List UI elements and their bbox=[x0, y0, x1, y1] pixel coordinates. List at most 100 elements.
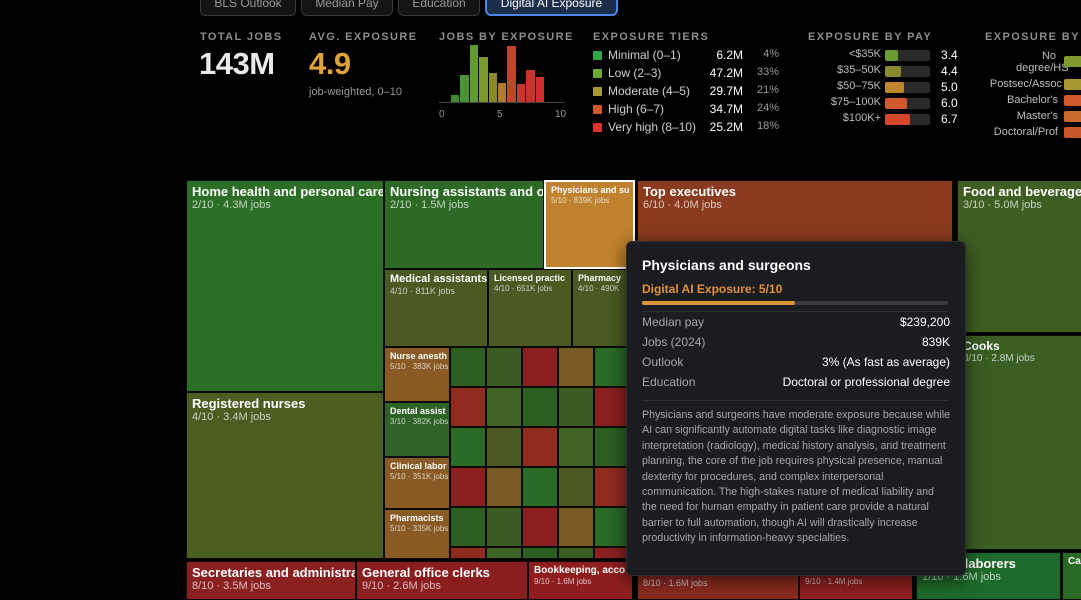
jobs-by-exposure-histogram bbox=[439, 45, 565, 103]
histogram-bar bbox=[498, 83, 507, 102]
treemap-cell[interactable]: Licensed practic 4/10 · 651K jobs bbox=[488, 269, 572, 347]
treemap-cell[interactable]: Registered nurses 4/10 · 3.4M jobs bbox=[186, 392, 384, 559]
treemap-cell[interactable]: Bookkeeping, acco 9/10 · 1.6M jobs bbox=[528, 561, 633, 600]
histogram-bar bbox=[507, 46, 516, 102]
avg-exposure-note: job-weighted, 0–10 bbox=[309, 86, 402, 98]
pay-label: <$35K bbox=[848, 48, 881, 60]
treemap-cell[interactable] bbox=[522, 427, 558, 467]
tab-median-pay[interactable]: Median Pay bbox=[301, 0, 393, 16]
tab-education[interactable]: Education bbox=[398, 0, 480, 16]
cell-title: Medical assistants bbox=[390, 273, 488, 285]
treemap-cell[interactable] bbox=[450, 387, 486, 427]
treemap-cell[interactable] bbox=[594, 507, 630, 547]
cell-subtitle: 4/10 · 651K jobs bbox=[494, 284, 553, 293]
tooltip-key: Median pay bbox=[642, 315, 705, 329]
histogram-bar bbox=[516, 84, 526, 102]
treemap-cell[interactable] bbox=[558, 507, 594, 547]
cell-subtitle: 3/10 · 5.0M jobs bbox=[963, 199, 1042, 211]
pay-row: $50–75K 5.0 bbox=[808, 80, 968, 96]
cell-subtitle: 9/10 · 2.6M jobs bbox=[362, 580, 441, 592]
treemap-cell[interactable] bbox=[450, 507, 486, 547]
treemap-cell[interactable] bbox=[450, 547, 486, 559]
treemap-cell[interactable]: Home health and personal care 2/10 · 4.3M… bbox=[186, 180, 384, 392]
tier-pct: 18% bbox=[756, 120, 779, 132]
treemap-cell[interactable] bbox=[522, 547, 558, 559]
pay-label: $75–100K bbox=[830, 96, 881, 108]
treemap-cell[interactable] bbox=[594, 387, 630, 427]
cell-title: Bookkeeping, acco bbox=[534, 565, 626, 576]
treemap-cell[interactable]: Nurse anesth 5/10 · 383K jobs bbox=[384, 347, 450, 402]
treemap-cell[interactable] bbox=[450, 347, 486, 387]
treemap-cell[interactable]: Pharmacists 5/10 · 335K jobs bbox=[384, 509, 450, 559]
treemap-cell[interactable]: Car bbox=[1062, 552, 1081, 600]
treemap-cell[interactable] bbox=[558, 347, 594, 387]
cell-subtitle: 4/10 · 811K jobs bbox=[390, 286, 455, 296]
cell-subtitle: 9/10 · 1.6M jobs bbox=[534, 577, 592, 586]
tier-pct: 4% bbox=[763, 48, 779, 60]
treemap-cell[interactable] bbox=[522, 507, 558, 547]
pay-label: $35–50K bbox=[836, 64, 881, 76]
treemap-cell[interactable]: Medical assistants 4/10 · 811K jobs bbox=[384, 269, 488, 347]
treemap-cell[interactable]: Cooks 3/10 · 2.8M jobs bbox=[957, 335, 1081, 550]
cell-title: Home health and personal care bbox=[192, 184, 384, 199]
tier-swatch bbox=[593, 123, 602, 132]
treemap-cell[interactable] bbox=[594, 467, 630, 507]
cell-subtitle: 3/10 · 2.8M jobs bbox=[963, 353, 1035, 364]
treemap-cell[interactable]: Secretaries and administra 8/10 · 3.5M jo… bbox=[186, 561, 356, 600]
treemap-cell[interactable] bbox=[522, 467, 558, 507]
pay-bar-track bbox=[885, 66, 930, 77]
pay-bar-fill bbox=[885, 98, 907, 109]
edu-bar bbox=[1064, 79, 1081, 90]
treemap-cell[interactable] bbox=[486, 467, 522, 507]
treemap-cell[interactable] bbox=[486, 427, 522, 467]
treemap-cell[interactable] bbox=[486, 347, 522, 387]
treemap-cell[interactable] bbox=[486, 547, 522, 559]
treemap-cell[interactable]: Food and beverage 3/10 · 5.0M jobs bbox=[957, 180, 1081, 333]
tooltip-row-education: Education Doctoral or professional degree bbox=[642, 375, 950, 393]
histogram-bar bbox=[526, 70, 535, 102]
treemap-cell[interactable] bbox=[522, 387, 558, 427]
tier-row: Minimal (0–1) 6.2M 4% bbox=[593, 48, 793, 64]
pay-bar-fill bbox=[885, 82, 904, 93]
treemap-cell[interactable] bbox=[558, 387, 594, 427]
tier-name: Low (2–3) bbox=[608, 66, 662, 80]
cell-subtitle: 2/10 · 4.3M jobs bbox=[192, 199, 271, 211]
treemap-cell[interactable] bbox=[594, 547, 630, 559]
treemap-cell[interactable] bbox=[450, 467, 486, 507]
tier-pct: 24% bbox=[756, 102, 779, 114]
tier-jobs: 6.2M bbox=[716, 48, 743, 62]
divider bbox=[642, 311, 948, 312]
tooltip-description: Physicians and surgeons have moderate ex… bbox=[642, 409, 950, 545]
treemap-cell[interactable] bbox=[594, 347, 630, 387]
treemap-cell[interactable] bbox=[558, 467, 594, 507]
tier-row: Very high (8–10) 25.2M 18% bbox=[593, 120, 793, 136]
cell-title: Dental assist bbox=[390, 406, 446, 416]
avg-exposure-label: AVG. EXPOSURE bbox=[309, 31, 418, 43]
treemap-cell[interactable] bbox=[450, 427, 486, 467]
tooltip-value: 839K bbox=[921, 335, 950, 349]
tooltip-row-jobs: Jobs (2024) 839K bbox=[642, 335, 950, 353]
treemap-cell[interactable]: General office clerks 9/10 · 2.6M jobs bbox=[356, 561, 528, 600]
cell-title: General office clerks bbox=[362, 565, 490, 580]
divider bbox=[642, 400, 948, 401]
treemap-cell[interactable] bbox=[558, 547, 594, 559]
edu-bar bbox=[1064, 127, 1081, 138]
treemap-cell[interactable]: Clinical labor 5/10 · 351K jobs bbox=[384, 457, 450, 509]
pay-row: $75–100K 6.0 bbox=[808, 96, 968, 112]
treemap-cell[interactable]: Physicians and su 5/10 · 839K jobs bbox=[544, 180, 635, 269]
pay-row: <$35K 3.4 bbox=[808, 48, 968, 64]
treemap-cell[interactable] bbox=[486, 507, 522, 547]
tab-bls-outlook[interactable]: BLS Outlook bbox=[200, 0, 296, 16]
treemap-cell[interactable] bbox=[522, 347, 558, 387]
tab-digital-ai-exposure[interactable]: Digital AI Exposure bbox=[485, 0, 618, 16]
avg-exposure-value: 4.9 bbox=[309, 46, 351, 81]
tier-jobs: 34.7M bbox=[709, 102, 743, 116]
treemap-cell[interactable] bbox=[486, 387, 522, 427]
treemap-cell[interactable]: Dental assist 3/10 · 382K jobs bbox=[384, 402, 450, 457]
tier-swatch bbox=[593, 51, 602, 60]
treemap-cell[interactable] bbox=[558, 427, 594, 467]
treemap-cell[interactable]: Nursing assistants and o 2/10 · 1.5M jobs bbox=[384, 180, 544, 269]
tier-name: Very high (8–10) bbox=[608, 120, 697, 134]
treemap-cell[interactable]: Pharmacy 4/10 · 490K bbox=[572, 269, 635, 347]
treemap-cell[interactable] bbox=[594, 427, 630, 467]
